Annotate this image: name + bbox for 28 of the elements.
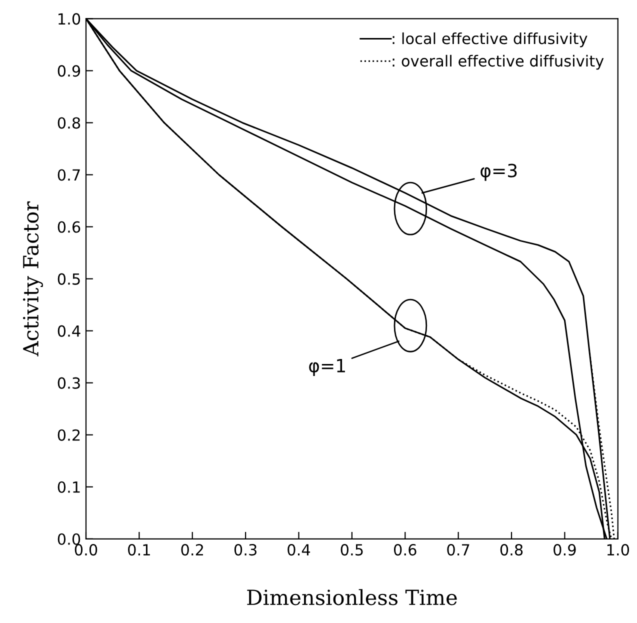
- x-tick-label: 0.0: [74, 544, 98, 556]
- x-tick-label: 0.4: [288, 544, 310, 556]
- annotation: φ=1: [309, 359, 345, 376]
- legend-label: : overall effective diffusivity: [392, 54, 604, 70]
- x-axis-title: Dimensionless Time: [247, 589, 457, 606]
- x-tick-label: 0.5: [340, 544, 363, 556]
- y-tick-label: 0.4: [58, 325, 80, 337]
- y-tick-label: 0.0: [58, 533, 80, 545]
- x-tick-label: 0.9: [554, 544, 576, 556]
- x-tick-label: 0.1: [128, 544, 150, 556]
- y-tick-label: 0.8: [58, 117, 80, 129]
- y-axis-title: Activity Factor: [22, 201, 43, 356]
- y-tick-label: 0.9: [58, 65, 80, 77]
- y-tick-label: 0.7: [58, 169, 80, 181]
- x-tick-label: 0.8: [500, 544, 523, 556]
- y-tick-label: 0.3: [58, 377, 80, 389]
- x-tick-label: 0.2: [181, 544, 203, 556]
- x-tick-label: 0.3: [234, 544, 256, 556]
- x-tick-label: 1.0: [607, 544, 630, 556]
- y-tick-label: 0.1: [58, 481, 80, 493]
- y-tick-label: 1.0: [58, 13, 80, 25]
- y-tick-label: 0.2: [58, 429, 80, 441]
- x-tick-label: 0.7: [447, 544, 470, 556]
- legend-label: : local effective diffusivity: [392, 32, 588, 48]
- annotation: φ=3: [480, 164, 517, 181]
- y-tick-label: 0.5: [58, 273, 80, 285]
- x-tick-label: 0.6: [394, 544, 416, 556]
- y-tick-label: 0.6: [58, 221, 80, 233]
